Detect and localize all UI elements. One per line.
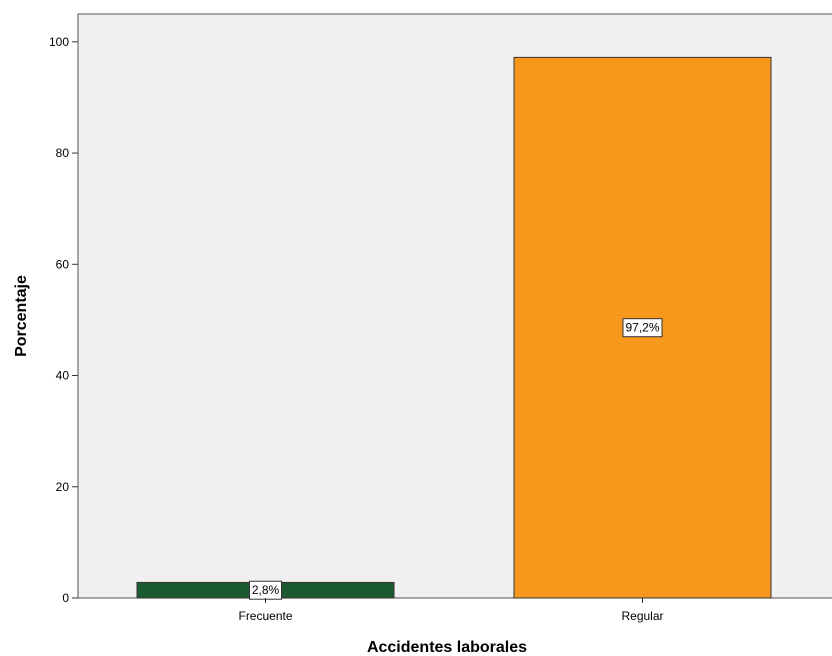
data-label-text: 2,8% bbox=[252, 583, 280, 597]
data-label-regular: 97,2% bbox=[622, 318, 663, 338]
x-axis: Frecuente Regular bbox=[238, 598, 664, 623]
y-tick-label-100: 100 bbox=[49, 35, 69, 49]
data-label-box bbox=[622, 318, 663, 338]
y-tick-label-40: 40 bbox=[56, 369, 70, 383]
y-axis-title: Porcentaje bbox=[13, 275, 30, 357]
x-axis-title: Accidentes laborales bbox=[367, 639, 527, 656]
y-axis: 0 20 40 60 80 100 bbox=[49, 35, 78, 605]
y-tick-label-0: 0 bbox=[62, 591, 69, 605]
data-label-frecuente: 2,8% bbox=[249, 580, 282, 600]
x-tick-label-frecuente: Frecuente bbox=[238, 609, 292, 623]
y-tick-label-60: 60 bbox=[56, 257, 70, 271]
y-tick-label-80: 80 bbox=[56, 146, 70, 160]
data-labels-layer: 2,8% 97,2% bbox=[249, 318, 663, 600]
data-label-text: 97,2% bbox=[625, 321, 659, 335]
x-tick-label-regular: Regular bbox=[621, 609, 663, 623]
y-tick-label-20: 20 bbox=[56, 480, 70, 494]
